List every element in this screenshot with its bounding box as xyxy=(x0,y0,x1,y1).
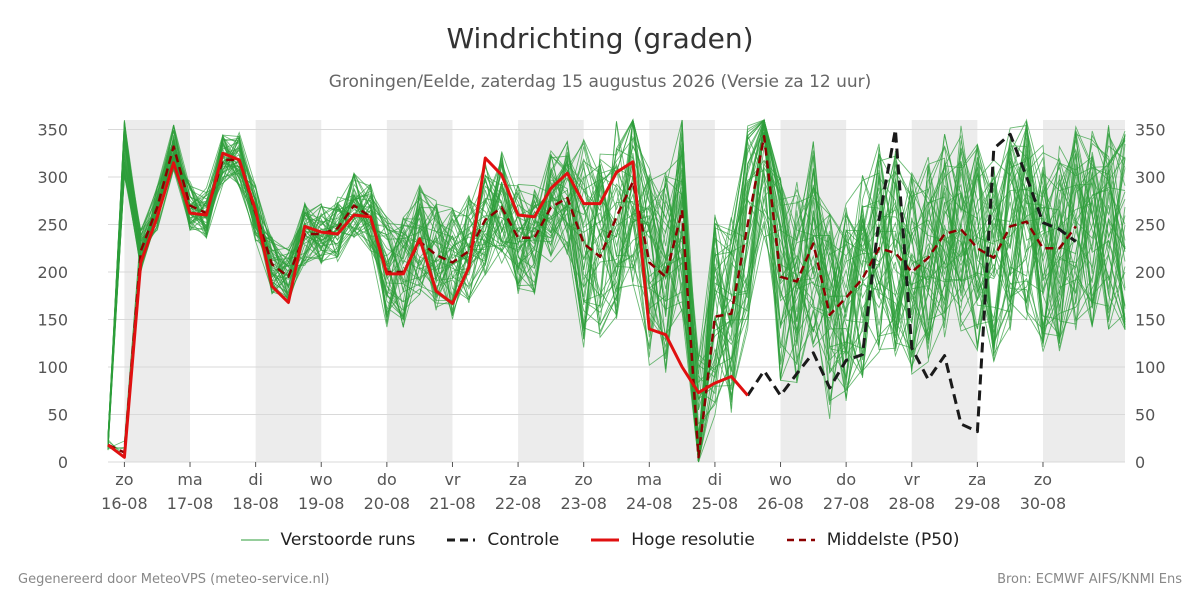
footer-credit: Gegenereerd door MeteoVPS (meteo-service… xyxy=(18,572,330,587)
high-res-line xyxy=(107,151,749,459)
y-tick-label-left: 0 xyxy=(58,453,68,472)
chart-subtitle: Groningen/Eelde, zaterdag 15 augustus 20… xyxy=(328,72,872,92)
x-tick-date: 17-08 xyxy=(167,494,214,513)
y-tick-label-right: 250 xyxy=(1135,216,1166,235)
y-tick-label-right: 200 xyxy=(1135,263,1166,282)
y-tick-label-left: 100 xyxy=(37,358,68,377)
x-tick-date: 24-08 xyxy=(626,494,673,513)
y-tick-label-left: 150 xyxy=(37,311,68,330)
y-tick-label-right: 300 xyxy=(1135,168,1166,187)
legend-label-ensemble: Verstoorde runs xyxy=(280,530,416,550)
ensemble-member-line xyxy=(107,118,1126,463)
ensemble-member-line xyxy=(107,136,1126,463)
legend-swatch-high-res xyxy=(591,538,620,542)
y-tick-label-left: 200 xyxy=(37,263,68,282)
x-tick-date: 16-08 xyxy=(101,494,148,513)
x-tick-date: 29-08 xyxy=(954,494,1001,513)
legend-label-high-res: Hoge resolutie xyxy=(631,530,755,550)
legend-label-p50: Middelste (P50) xyxy=(826,530,960,550)
x-tick-date: 28-08 xyxy=(889,494,936,513)
y-tick-label-left: 350 xyxy=(37,121,68,140)
weekend-band xyxy=(386,120,453,462)
legend-item-ensemble[interactable]: Verstoorde runs xyxy=(240,530,416,550)
legend-swatch-p50 xyxy=(786,538,815,542)
legend-swatch-ensemble xyxy=(240,539,269,541)
x-tick-day: do xyxy=(377,470,397,489)
x-tick-date: 27-08 xyxy=(823,494,870,513)
x-tick-day: zo xyxy=(1034,470,1052,489)
footer-source: Bron: ECMWF AIFS/KNMI Ens xyxy=(997,572,1182,587)
chart-title: Windrichting (graden) xyxy=(446,22,754,55)
x-tick-day: vr xyxy=(444,470,460,489)
x-tick-date: 18-08 xyxy=(232,494,279,513)
x-tick-day: ma xyxy=(637,470,662,489)
ensemble-member-line xyxy=(107,125,1126,439)
legend-item-high-res[interactable]: Hoge resolutie xyxy=(591,530,755,550)
x-tick-day: do xyxy=(836,470,856,489)
y-tick-label-left: 300 xyxy=(37,168,68,187)
legend-swatch-control xyxy=(447,538,476,542)
x-tick-date: 22-08 xyxy=(495,494,542,513)
x-tick-date: 20-08 xyxy=(364,494,411,513)
x-tick-date: 19-08 xyxy=(298,494,345,513)
legend: Verstoorde runs Controle Hoge resolutie … xyxy=(0,530,1200,550)
control-line xyxy=(746,128,1077,434)
legend-item-control[interactable]: Controle xyxy=(447,530,559,550)
legend-label-control: Controle xyxy=(487,530,560,550)
x-tick-date: 25-08 xyxy=(692,494,739,513)
ensemble-member-line xyxy=(107,121,1126,442)
ensemble-member-line xyxy=(107,118,1126,446)
ensemble-member-line xyxy=(107,119,1126,463)
x-tick-day: zo xyxy=(115,470,133,489)
x-tick-day: di xyxy=(708,470,723,489)
y-tick-label-right: 150 xyxy=(1135,311,1166,330)
y-tick-label-right: 0 xyxy=(1135,453,1145,472)
ensemble-member-line xyxy=(107,119,1126,444)
x-tick-date: 21-08 xyxy=(429,494,476,513)
x-tick-date: 23-08 xyxy=(560,494,607,513)
ensemble-member-line xyxy=(107,118,1126,442)
x-tick-date: 26-08 xyxy=(757,494,804,513)
x-tick-date: 30-08 xyxy=(1020,494,1067,513)
x-tick-day: wo xyxy=(310,470,333,489)
y-tick-label-left: 250 xyxy=(37,216,68,235)
x-tick-day: wo xyxy=(769,470,792,489)
p50-line xyxy=(107,134,1077,459)
y-tick-label-right: 100 xyxy=(1135,358,1166,377)
x-tick-day: di xyxy=(248,470,263,489)
legend-item-p50[interactable]: Middelste (P50) xyxy=(786,530,960,550)
y-tick-label-right: 50 xyxy=(1135,406,1155,425)
ensemble-member-line xyxy=(107,120,1126,449)
x-tick-day: za xyxy=(968,470,986,489)
y-tick-label-right: 350 xyxy=(1135,121,1166,140)
x-tick-day: za xyxy=(509,470,527,489)
x-tick-day: zo xyxy=(575,470,593,489)
x-tick-day: ma xyxy=(177,470,202,489)
x-tick-day: vr xyxy=(904,470,920,489)
y-tick-label-left: 50 xyxy=(48,406,68,425)
